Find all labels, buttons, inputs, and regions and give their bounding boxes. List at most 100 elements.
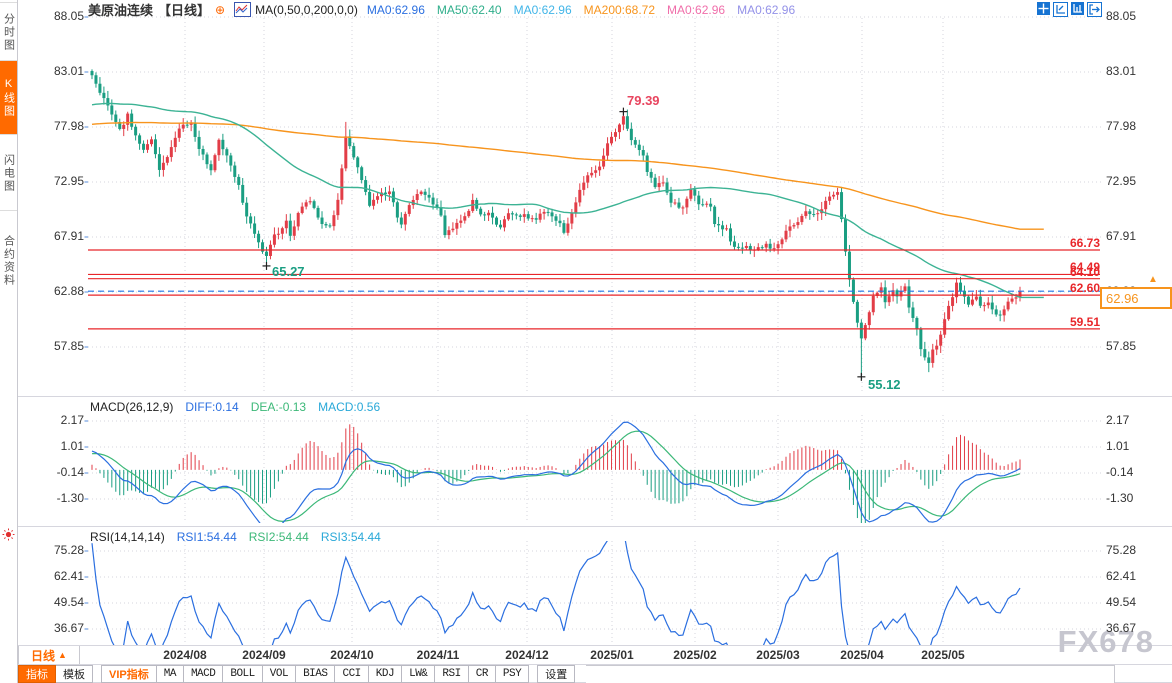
ma-value-0: MA0:62.96 [366, 2, 425, 17]
axis-zoom-icon[interactable] [1053, 2, 1068, 17]
mini-chart-icon[interactable] [234, 2, 252, 17]
macd-values: DIFF:0.14 DEA:-0.13 MACD:0.56 [185, 400, 380, 414]
toolbar-button-VIP指标[interactable]: VIP指标 [101, 665, 157, 683]
axis-label: 72.95 [53, 174, 84, 188]
axis-label: 83.01 [1106, 64, 1137, 78]
annotation-high: 79.39 [627, 93, 660, 108]
date-label: 2024/09 [242, 648, 286, 662]
sidebar-tab-2[interactable]: K线图 [0, 60, 17, 135]
last-price-tag: 62.96 [1100, 287, 1172, 309]
period-up-arrow-icon: ▲ [58, 650, 67, 660]
toolbar-button-模板[interactable]: 模板 [56, 665, 93, 683]
axis-label: 83.01 [53, 64, 84, 78]
ma-value-1: MA50:62.40 [436, 2, 502, 17]
level-label-59.51: 59.51 [1069, 314, 1100, 329]
period-selector-label: 日线 [31, 648, 56, 663]
move-icon[interactable] [1037, 2, 1050, 15]
ma-value-3: MA200:68.72 [583, 2, 656, 17]
period-label[interactable]: 【日线】 [158, 3, 211, 18]
toolbar-button-BIAS[interactable]: BIAS [296, 665, 336, 683]
axis-label: 77.98 [1106, 119, 1137, 133]
watermark: FX678 [1057, 624, 1154, 659]
axis-label: 67.91 [53, 229, 84, 243]
rsi-header: RSI(14,14,14) RSI1:54.44 RSI2:54.44 RSI3:5… [90, 530, 381, 544]
axis-label: 49.54 [1106, 595, 1137, 609]
date-label: 2025/02 [673, 648, 717, 662]
macd-title: MACD(26,12,9) [90, 400, 174, 414]
macd-value-1: DEA:-0.13 [250, 400, 307, 414]
toolbar-button-指标[interactable]: 指标 [18, 665, 56, 683]
axis-label: 1.01 [1106, 439, 1130, 453]
toolbar-spacer [586, 665, 1115, 683]
ma-value-4: MA0:62.96 [667, 2, 726, 17]
date-label: 2025/04 [840, 648, 884, 662]
axis-label: 57.85 [53, 339, 84, 353]
rsi-values: RSI1:54.44 RSI2:54.44 RSI3:54.44 [177, 530, 381, 544]
axis-label: 72.95 [1106, 174, 1137, 188]
date-label: 2024/10 [330, 648, 374, 662]
axis-label: 77.98 [53, 119, 84, 133]
toolbar-button-设置[interactable]: 设置 [537, 665, 576, 683]
rsi-value-2: RSI3:54.44 [320, 530, 381, 544]
date-label: 2024/08 [163, 648, 207, 662]
axis-bar-icon[interactable] [1071, 2, 1084, 15]
toolbar-button-KDJ[interactable]: KDJ [368, 665, 403, 683]
ma-value-2: MA0:62.96 [513, 2, 572, 17]
date-label: 2025/01 [590, 648, 634, 662]
rsi-title: RSI(14,14,14) [90, 530, 165, 544]
ma-settings: MA(0,50,0,200,0,0) [255, 2, 358, 17]
chart-header: 美原油连续 【日线】 ⊕ MA(0,50,0,200,0,0) MA0:62.9… [88, 1, 795, 18]
level-label-62.60: 62.60 [1069, 281, 1100, 296]
axis-label: 88.05 [53, 9, 84, 23]
toolbar-button-MA[interactable]: MA [156, 665, 184, 683]
macd-header: MACD(26,12,9) DIFF:0.14 DEA:-0.13 MACD:0.5… [90, 400, 380, 414]
sidebar-tab-4[interactable]: 合约资料 [0, 210, 17, 311]
axis-label: 62.41 [1106, 569, 1137, 583]
rsi-value-0: RSI1:54.44 [176, 530, 237, 544]
axis-label: 67.91 [1106, 229, 1137, 243]
symbol-name[interactable]: 美原油连续 [88, 3, 154, 18]
toolbar-button-PSY[interactable]: PSY [495, 665, 530, 683]
toolbar-button-CCI[interactable]: CCI [335, 665, 369, 683]
price-up-arrow-icon: ▲ [1148, 274, 1158, 285]
period-selector[interactable]: 日线 ▲ [18, 646, 80, 664]
level-label-64.49: 64.49 [1069, 260, 1100, 275]
alarm-icon[interactable] [2, 528, 15, 544]
macd-value-2: MACD:0.56 [318, 400, 381, 414]
toolbar-button-BOLL[interactable]: BOLL [223, 665, 263, 683]
toolbar-button-MACD[interactable]: MACD [183, 665, 224, 683]
sidebar-tab-1[interactable]: 分时图 [0, 2, 17, 61]
toolbar-button-VOL[interactable]: VOL [262, 665, 297, 683]
axis-label: -1.30 [1106, 491, 1134, 505]
axis-label: 88.05 [1106, 9, 1137, 23]
pop-out-icon[interactable] [1087, 2, 1102, 17]
level-label-64.10: 64.10 [1069, 264, 1100, 279]
macd-value-0: DIFF:0.14 [185, 400, 239, 414]
toolbar-button-CR[interactable]: CR [468, 665, 496, 683]
left-sidebar: 分时图 K线图 闪电图 合约资料 [0, 0, 18, 683]
annotation-sep-low: 65.27 [272, 264, 305, 279]
date-label: 2025/03 [756, 648, 800, 662]
ma-value-5: MA0:62.96 [737, 2, 796, 17]
axis-label: 1.01 [60, 439, 84, 453]
axis-label: -0.14 [1106, 465, 1134, 479]
toolbar-button-RSI[interactable]: RSI [435, 665, 469, 683]
axis-label: 57.85 [1106, 339, 1137, 353]
sidebar-tab-3[interactable]: 闪电图 [0, 134, 17, 211]
axis-label: 75.28 [1106, 543, 1137, 557]
date-label: 2025/05 [921, 648, 965, 662]
date-label: 2024/12 [505, 648, 549, 662]
toolbar-button-LW&[interactable]: LW& [402, 665, 436, 683]
last-price-value: 62.96 [1106, 290, 1139, 306]
window-controls [1037, 2, 1102, 17]
axis-label: 62.41 [53, 569, 84, 583]
rsi-value-1: RSI2:54.44 [248, 530, 309, 544]
annotation-apr-low: 55.12 [868, 377, 901, 392]
axis-label: -0.14 [56, 465, 84, 479]
axis-label: 49.54 [53, 595, 84, 609]
date-label: 2024/11 [416, 648, 460, 662]
axis-label: 36.67 [53, 621, 84, 635]
add-indicator-icon[interactable]: ⊕ [215, 2, 226, 17]
